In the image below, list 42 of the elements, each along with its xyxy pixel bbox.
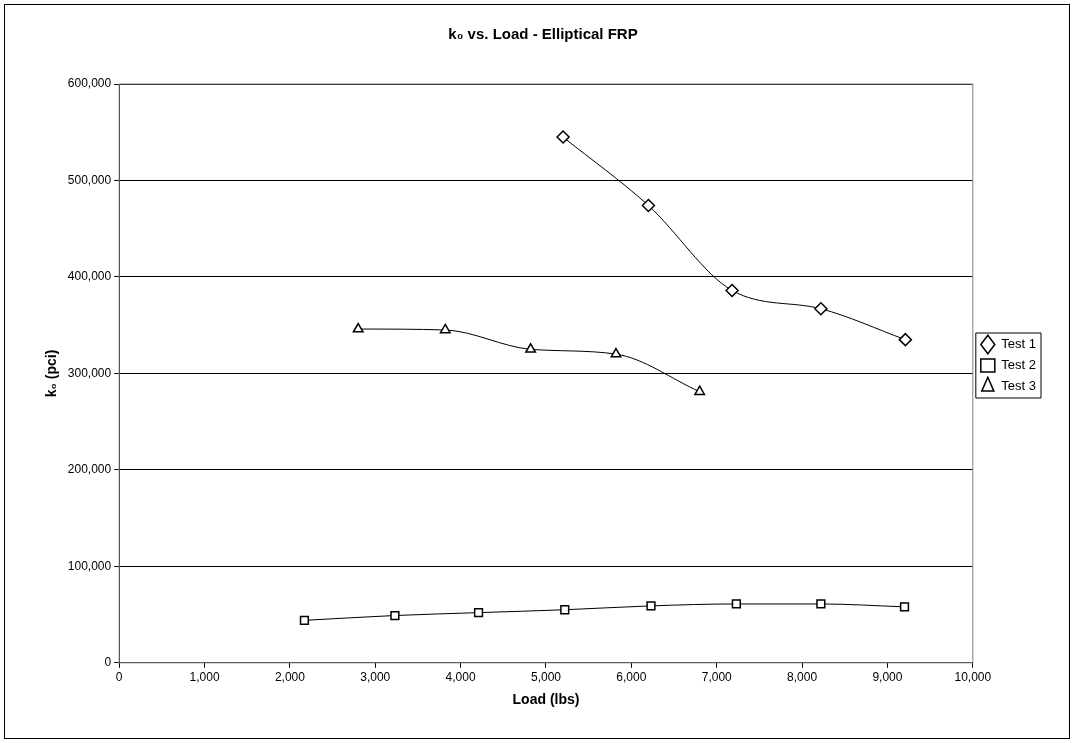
point	[641, 198, 656, 213]
x-tick-label: 8,000	[787, 670, 818, 685]
x-tick-label: 10,000	[954, 670, 992, 685]
x-tick-label: 9,000	[872, 670, 903, 685]
legend-label: Test 2	[1001, 357, 1036, 373]
point	[816, 599, 826, 609]
x-tick-label: 2,000	[274, 670, 306, 685]
x-tick-label: 7,000	[701, 670, 733, 685]
x-tick-label: 5,000	[530, 670, 562, 685]
x-tick-label: 6,000	[616, 670, 647, 685]
point	[694, 385, 706, 396]
point	[390, 610, 400, 621]
point	[899, 602, 910, 612]
point	[814, 302, 828, 316]
point	[725, 283, 739, 298]
x-tick-label: 0	[115, 670, 123, 685]
point	[352, 322, 364, 333]
x-tick-label: 1,000	[189, 670, 220, 685]
point	[525, 343, 537, 353]
point	[473, 608, 484, 618]
x-tick-label: 3,000	[360, 670, 391, 685]
point	[646, 601, 656, 611]
y-tick-label: 100,000	[67, 558, 112, 573]
legend-label: Test 1	[1001, 336, 1036, 352]
y-tick-label: 0	[104, 655, 112, 670]
point	[731, 599, 741, 609]
legend-label: Test 3	[1001, 378, 1036, 394]
point	[299, 615, 310, 625]
point	[610, 347, 622, 358]
y-axis-title: k₀ (pci)	[43, 349, 60, 398]
y-tick-label: 400,000	[67, 269, 112, 284]
chart-title: k₀ vs. Load - Elliptical FRP	[448, 25, 638, 43]
point	[898, 332, 913, 347]
x-axis-title: Load (lbs)	[512, 691, 580, 708]
y-tick-label: 600,000	[67, 76, 112, 91]
point	[439, 323, 451, 334]
y-tick-label: 500,000	[67, 172, 112, 187]
point	[556, 130, 570, 144]
y-tick-label: 200,000	[67, 462, 112, 477]
y-tick-label: 300,000	[67, 365, 112, 380]
x-tick-label: 4,000	[445, 670, 476, 685]
point	[560, 605, 570, 615]
